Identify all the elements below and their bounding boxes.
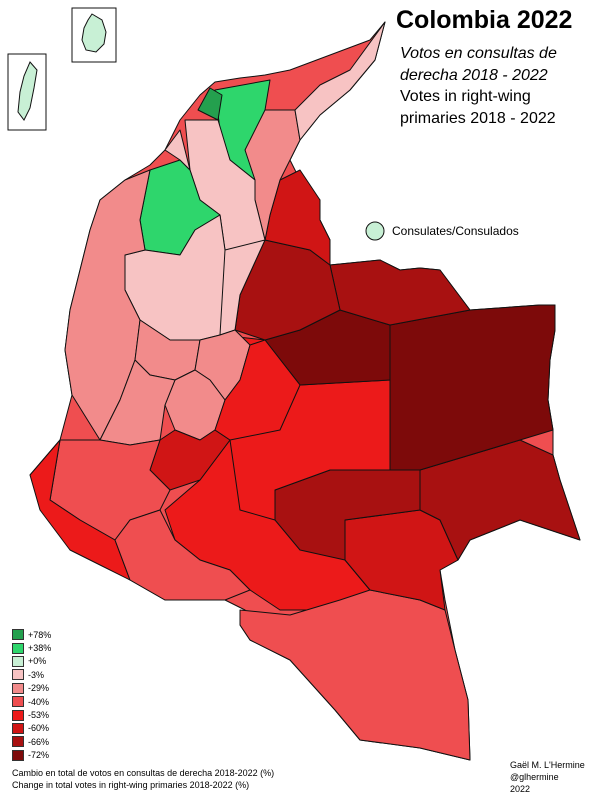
legend-label: -3% [28,669,45,680]
region-meta-north [214,339,301,441]
legend-label: -60% [28,723,50,734]
legend-item: -40% [12,695,92,708]
legend-item: +38% [12,641,92,654]
credit-author: Gaël M. L'Hermine [510,760,585,770]
legend-label: -66% [28,736,50,747]
legend-item: -29% [12,682,92,695]
region-guainia [419,439,581,561]
consulates-label: Consulates/Consulados [392,224,519,238]
legend-label: -53% [28,710,50,721]
credit-year: 2022 [510,784,531,794]
legend-swatch [12,682,24,694]
legend-item: -60% [12,722,92,735]
legend-swatch [12,709,24,721]
legend-label: -40% [28,696,50,707]
region-vichada [389,304,556,471]
legend-label: +0% [28,656,47,667]
legend-swatch [12,696,24,708]
region-arauca [329,259,471,326]
region-guajira [294,21,386,141]
region-putumayo [114,509,251,601]
legend-label: -29% [28,683,50,694]
island-providencia [81,13,107,53]
region-atlantico [197,87,223,121]
subtitle-spanish: Votos en consultas de derecha 2018 - 202… [400,45,557,84]
caption-spanish: Cambio en total de votos en consultas de… [12,768,275,778]
legend-swatch [12,736,24,748]
legend-label: +78% [28,629,52,640]
legend-swatch [12,655,24,667]
region-sucre [164,129,191,171]
region-santander [219,239,266,336]
legend-swatch [12,722,24,734]
credits: Gaël M. L'Hermine @glhermine 2022 [510,759,585,795]
subtitle-english: Votes in right-wing primaries 2018 - 202… [400,88,556,127]
credit-handle: @glhermine [510,772,559,782]
legend-swatch [12,749,24,761]
legend: +78% +38% +0% -3% -29% -40% -53% -60% -6… [12,628,92,762]
legend-label: -72% [28,750,50,761]
legend-swatch [12,642,24,654]
legend-swatch [12,669,24,681]
caption: Cambio en total de votos en consultas de… [12,767,274,791]
legend-item: -72% [12,749,92,762]
legend-label: +38% [28,643,52,654]
legend-swatch [12,629,24,641]
caption-english: Change in total votes in right-wing prim… [12,780,250,790]
legend-item: -3% [12,668,92,681]
legend-item: -66% [12,735,92,748]
legend-item: -53% [12,708,92,721]
legend-item: +0% [12,655,92,668]
island-san-andres [17,61,38,121]
region-amazonas [239,589,471,761]
consulates-marker [365,221,385,241]
map-title: Colombia 2022 [396,6,573,34]
legend-item: +78% [12,628,92,641]
